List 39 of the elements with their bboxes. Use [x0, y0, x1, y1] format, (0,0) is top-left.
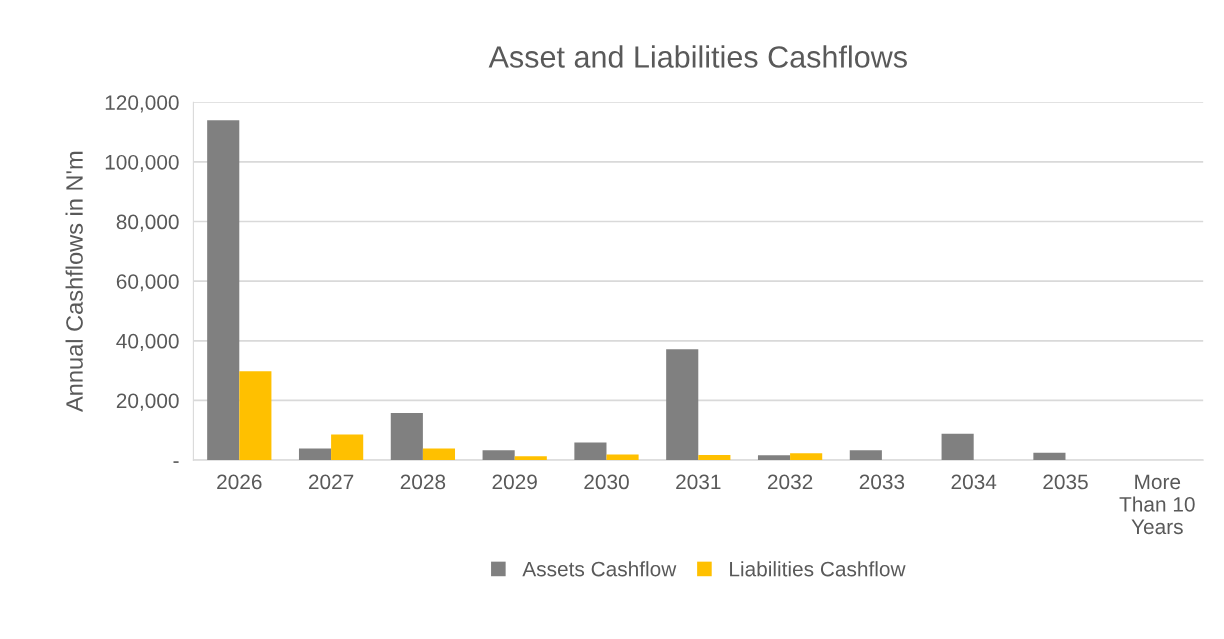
bar — [698, 455, 731, 461]
bar — [422, 448, 456, 461]
bar — [666, 349, 699, 461]
x-tick-label: 2033 — [859, 474, 905, 490]
x-tick-label: 2034 — [951, 474, 997, 490]
bar — [790, 453, 823, 461]
legend-label: Assets Cashflow — [522, 561, 677, 577]
y-tick-label: 120,000 — [105, 95, 179, 113]
y-tick-label: 100,000 — [105, 154, 179, 173]
bar — [757, 455, 791, 461]
y-tick-label: 20,000 — [116, 393, 179, 411]
y-tick-label: - — [173, 461, 179, 463]
x-tick-label: 2032 — [767, 474, 813, 490]
legend-label: Liabilities Cashflow — [730, 561, 906, 577]
bar — [331, 434, 364, 461]
bar — [514, 456, 547, 461]
y-axis-title: Annual Cashflows in N'm — [65, 151, 83, 412]
bar — [1033, 452, 1066, 461]
x-tick-label: 2030 — [584, 474, 629, 490]
bar — [849, 450, 882, 461]
bar — [207, 120, 240, 461]
bar — [239, 371, 272, 461]
y-tick-label: 60,000 — [116, 274, 179, 292]
bar — [574, 442, 607, 461]
x-tick-label: 2026 — [217, 474, 262, 490]
bar — [298, 448, 332, 461]
y-tick-label: 40,000 — [116, 333, 179, 352]
bar — [606, 454, 639, 461]
bar — [482, 450, 515, 461]
x-tick-label: 2027 — [308, 474, 354, 490]
x-tick-label: More Than 10 Years — [1119, 474, 1195, 535]
x-tick-label: 2028 — [400, 474, 446, 490]
bar — [941, 433, 974, 461]
x-tick-label: 2035 — [1043, 474, 1088, 490]
y-tick-label: 80,000 — [116, 214, 179, 232]
chart-title: Asset and Liabilities Cashflows — [488, 45, 907, 68]
x-tick-label: 2029 — [492, 474, 537, 490]
x-tick-label: 2031 — [676, 474, 721, 490]
bar — [390, 412, 423, 461]
